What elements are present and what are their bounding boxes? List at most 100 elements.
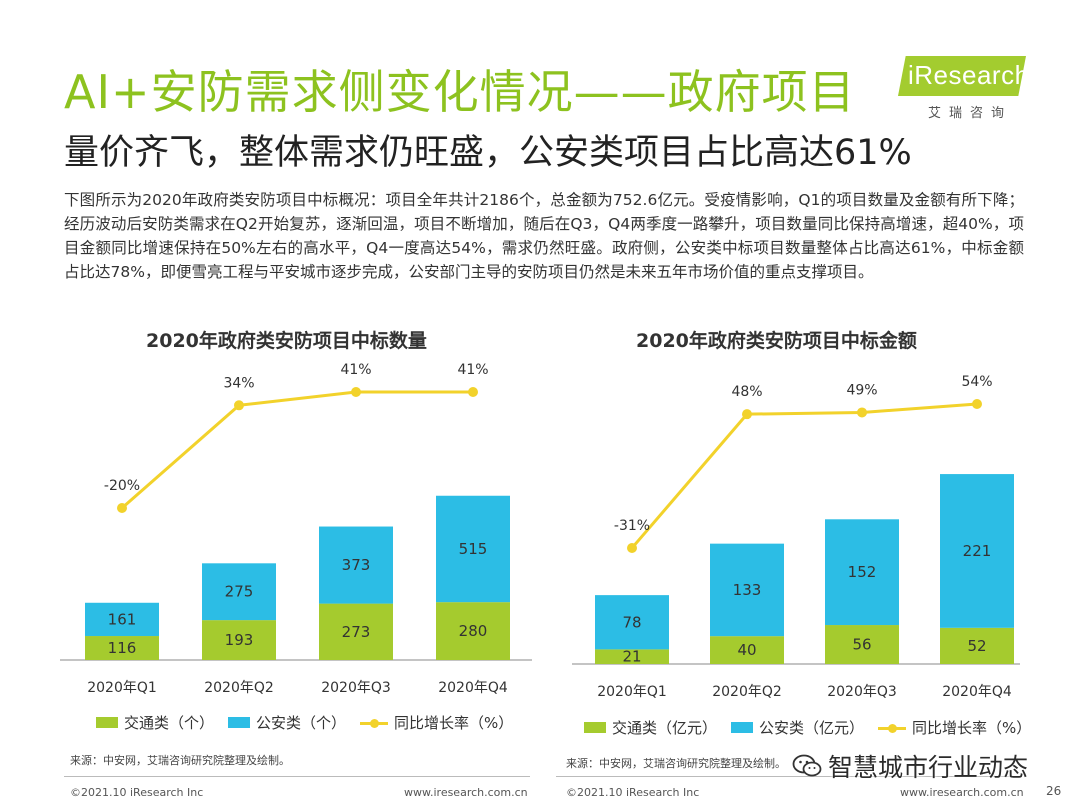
footer-copyright-left: ©2021.10 iResearch Inc [70, 786, 204, 799]
legend-item-growth: 同比增长率（%） [360, 712, 513, 733]
legend-swatch-police [731, 722, 754, 733]
data-label-traffic: 21 [622, 648, 641, 666]
footer-divider-right [556, 776, 1022, 777]
x-tick-label: 2020年Q2 [204, 680, 274, 696]
legend-label-traffic: 交通类（个） [124, 714, 215, 732]
x-tick-label: 2020年Q2 [712, 684, 782, 700]
data-label-police: 373 [342, 556, 371, 574]
bar-traffic [202, 620, 276, 660]
bar-traffic [940, 627, 1014, 664]
wechat-icon [792, 754, 822, 777]
legend-label-police: 公安类（个） [256, 714, 347, 732]
growth-line [630, 402, 978, 549]
page-number: 26 [1046, 784, 1062, 798]
growth-label: 34% [223, 375, 254, 391]
growth-label: -20% [104, 478, 140, 494]
legend-item-growth: 同比增长率（%） [878, 717, 1031, 738]
data-label-traffic: 116 [108, 639, 137, 657]
legend-swatch-traffic [584, 722, 606, 733]
footer-url-left[interactable]: www.iresearch.com.cn [404, 786, 528, 799]
data-label-traffic: 52 [967, 637, 986, 655]
iresearch-logo: iResearch 艾瑞咨询 [898, 56, 1030, 122]
bar-traffic [319, 603, 393, 660]
legend-label-growth: 同比增长率（%） [912, 719, 1032, 737]
growth-label: 48% [731, 384, 762, 400]
footer-divider-left [64, 776, 530, 777]
growth-label: 49% [846, 382, 877, 398]
logo-mark [898, 56, 1026, 96]
growth-point [627, 543, 637, 553]
logo-brand-text: iResearch [908, 60, 1030, 90]
growth-label: 54% [961, 374, 992, 390]
legend-label-growth: 同比增长率（%） [394, 714, 514, 732]
bar-traffic [85, 636, 159, 660]
growth-point [351, 387, 361, 397]
legend-label-police: 公安类（亿元） [759, 719, 865, 737]
growth-label: 41% [457, 362, 488, 378]
source-note-amount: 来源：中安网，艾瑞咨询研究院整理及绘制。 [566, 757, 786, 770]
legend-count: 交通类（个） 公安类（个） 同比增长率（%） [96, 712, 527, 733]
data-label-police: 152 [848, 563, 877, 581]
growth-label: -31% [614, 518, 650, 534]
x-tick-label: 2020年Q1 [87, 680, 157, 696]
data-label-police: 515 [459, 540, 488, 558]
bar-traffic [436, 602, 510, 660]
data-label-police: 78 [622, 613, 641, 631]
bar-police [202, 563, 276, 621]
x-tick-label: 2020年Q3 [827, 684, 897, 700]
x-tick-label: 2020年Q4 [942, 684, 1012, 700]
bar-police [595, 595, 669, 650]
data-label-police: 161 [108, 610, 137, 628]
page-title: AI+安防需求侧变化情况——政府项目 [64, 65, 856, 119]
bar-police [710, 543, 784, 637]
growth-point [234, 400, 244, 411]
x-tick-label: 2020年Q1 [597, 684, 667, 700]
data-label-traffic: 56 [852, 636, 871, 654]
x-tick-label: 2020年Q3 [321, 680, 391, 696]
legend-swatch-growth [878, 722, 907, 733]
x-tick-label: 2020年Q4 [438, 680, 508, 696]
bar-police [825, 519, 899, 626]
growth-label: 41% [340, 362, 371, 378]
data-label-police: 133 [733, 581, 762, 599]
chart-title-amount: 2020年政府类安防项目中标金额 [636, 330, 917, 352]
legend-item-traffic: 交通类（亿元） [584, 717, 717, 738]
legend-item-police: 公安类（亿元） [731, 717, 864, 738]
bar-traffic [595, 649, 669, 664]
legend-item-police: 公安类（个） [228, 712, 346, 733]
data-label-traffic: 273 [342, 623, 371, 641]
bar-police [85, 602, 159, 637]
legend-item-traffic: 交通类（个） [96, 712, 214, 733]
legend-swatch-traffic [96, 717, 118, 728]
bar-traffic [825, 625, 899, 664]
chart-title-count: 2020年政府类安防项目中标数量 [146, 330, 427, 352]
bar-police [940, 474, 1014, 628]
footer-copyright-right: ©2021.10 iResearch Inc [566, 786, 700, 799]
legend-label-traffic: 交通类（亿元） [612, 719, 718, 737]
bar-traffic [710, 636, 784, 664]
legend-swatch-growth [360, 717, 389, 728]
page-subtitle: 量价齐飞，整体需求仍旺盛，公安类项目占比高达61% [64, 133, 912, 173]
footer-url-right[interactable]: www.iresearch.com.cn [900, 786, 1024, 799]
growth-point [857, 407, 867, 418]
growth-line [121, 390, 473, 510]
growth-point [117, 503, 127, 513]
growth-point [972, 399, 982, 409]
data-label-police: 275 [225, 583, 254, 601]
legend-amount: 交通类（亿元） 公安类（亿元） 同比增长率（%） [584, 717, 1045, 738]
bar-police [436, 495, 510, 603]
data-label-traffic: 280 [459, 622, 488, 640]
growth-point [742, 409, 752, 420]
description-paragraph: 下图所示为2020年政府类安防项目中标概况：项目全年共计2186个，总金额为75… [64, 191, 1024, 281]
data-label-police: 221 [963, 542, 992, 560]
watermark-text: 智慧城市行业动态 [828, 753, 1029, 782]
source-note-count: 来源：中安网，艾瑞咨询研究院整理及绘制。 [70, 754, 290, 767]
logo-cn-text: 艾瑞咨询 [928, 106, 1013, 121]
bar-police [319, 526, 393, 604]
data-label-traffic: 40 [737, 641, 756, 659]
watermark: 智慧城市行业动态 [792, 748, 1028, 784]
legend-swatch-police [228, 717, 251, 728]
growth-point [468, 387, 478, 397]
data-label-traffic: 193 [225, 631, 254, 649]
